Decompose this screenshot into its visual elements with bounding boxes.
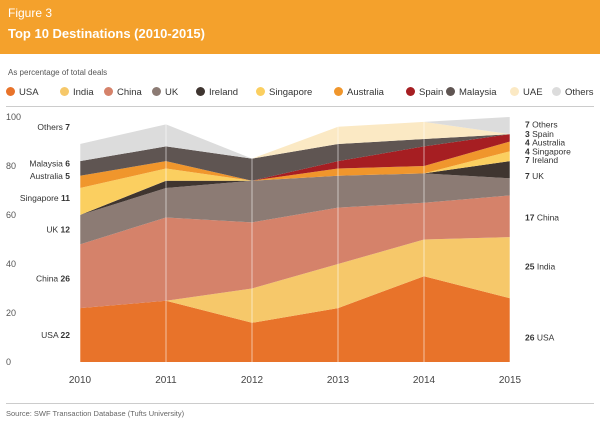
right-label-singapore: 4 Singapore — [525, 146, 571, 156]
footer-divider — [6, 403, 594, 404]
legend-label-uae: UAE — [523, 87, 543, 98]
legend-swatch-ireland — [196, 87, 205, 96]
x-tick-label-2015: 2015 — [499, 375, 522, 386]
legend-swatch-malaysia — [446, 87, 455, 96]
area-china — [80, 195, 510, 309]
legend-item-spain: Spain — [406, 87, 443, 98]
legend-label-ireland: Ireland — [209, 87, 239, 98]
area-uae — [80, 121, 510, 162]
area-india — [80, 237, 510, 323]
figure-label: Figure 3 — [8, 6, 53, 20]
right-label-australia: 4 Australia — [525, 138, 565, 148]
chart-legend: USA India China UK Ireland Singapore Australia… — [6, 87, 598, 101]
chart-subtitle: As percentage of total deals — [8, 68, 108, 77]
left-label-singapore: Singapore 11 — [20, 193, 70, 203]
legend-swatch-uae — [510, 87, 519, 96]
right-label-ireland: 7 Ireland — [525, 155, 558, 165]
area-malaysia — [80, 134, 510, 181]
legend-swatch-china — [104, 87, 113, 96]
legend-item-others: Others — [552, 87, 594, 98]
left-label-china: China 26 — [36, 274, 70, 284]
area-uk — [80, 173, 510, 245]
right-label-others: 7 Others — [525, 119, 558, 129]
x-tick-label-2010: 2010 — [69, 375, 92, 386]
legend-item-uk: UK — [152, 87, 178, 98]
x-tick-label-2012: 2012 — [241, 375, 264, 386]
legend-label-china: China — [117, 87, 142, 98]
x-tick-label-2011: 2011 — [155, 375, 177, 386]
right-label-india: 25 India — [525, 261, 556, 271]
legend-item-india: India — [60, 87, 94, 98]
legend-item-china: China — [104, 87, 142, 98]
y-tick-label-40: 40 — [6, 259, 16, 269]
legend-swatch-uk — [152, 87, 161, 96]
legend-item-uae: UAE — [510, 87, 543, 98]
legend-item-ireland: Ireland — [196, 87, 238, 98]
y-tick-label-20: 20 — [6, 308, 16, 318]
legend-item-malaysia: Malaysia — [446, 87, 497, 98]
legend-swatch-india — [60, 87, 69, 96]
left-label-uk: UK 12 — [46, 225, 70, 235]
y-tick-label-0: 0 — [6, 357, 11, 367]
legend-label-usa: USA — [19, 87, 39, 98]
right-label-china: 17 China — [525, 212, 559, 222]
legend-swatch-spain — [406, 87, 415, 96]
legend-swatch-australia — [334, 87, 343, 96]
area-chart: 0 20 40 60 80 100 2010 2011 2012 2013 2014 2015 Othe… — [6, 112, 571, 386]
right-label-uk: 7 UK — [525, 171, 544, 181]
left-label-malaysia: Malaysia 6 — [29, 159, 70, 169]
right-label-spain: 3 Spain — [525, 129, 554, 139]
legend-swatch-singapore — [256, 87, 265, 96]
legend-swatch-others — [552, 87, 561, 96]
legend-label-malaysia: Malaysia — [459, 87, 497, 98]
figure-header: Figure 3 Top 10 Destinations (2010-2015) — [0, 0, 600, 54]
y-tick-label-60: 60 — [6, 210, 16, 220]
legend-label-australia: Australia — [347, 87, 384, 98]
left-label-australia: Australia 5 — [30, 171, 70, 181]
legend-item-singapore: Singapore — [256, 87, 312, 98]
left-label-usa: USA 22 — [41, 330, 70, 340]
legend-divider — [6, 106, 594, 107]
legend-label-singapore: Singapore — [269, 87, 313, 98]
x-tick-label-2014: 2014 — [413, 375, 436, 386]
legend-label-others: Others — [565, 87, 594, 98]
legend-label-india: India — [73, 87, 94, 98]
legend-item-usa: USA — [6, 87, 39, 98]
source-note: Source: SWF Transaction Database (Tufts … — [6, 409, 185, 418]
legend-swatch-usa — [6, 87, 15, 96]
left-label-others: Others 7 — [37, 122, 70, 132]
chart-title: Top 10 Destinations (2010-2015) — [8, 26, 205, 41]
right-label-usa: 26 USA — [525, 333, 555, 343]
legend-label-uk: UK — [165, 87, 179, 98]
x-tick-label-2013: 2013 — [327, 375, 350, 386]
y-tick-label-80: 80 — [6, 161, 16, 171]
y-tick-label-100: 100 — [6, 112, 21, 122]
area-usa — [80, 276, 510, 362]
legend-item-australia: Australia — [334, 87, 384, 98]
legend-label-spain: Spain — [419, 87, 444, 98]
